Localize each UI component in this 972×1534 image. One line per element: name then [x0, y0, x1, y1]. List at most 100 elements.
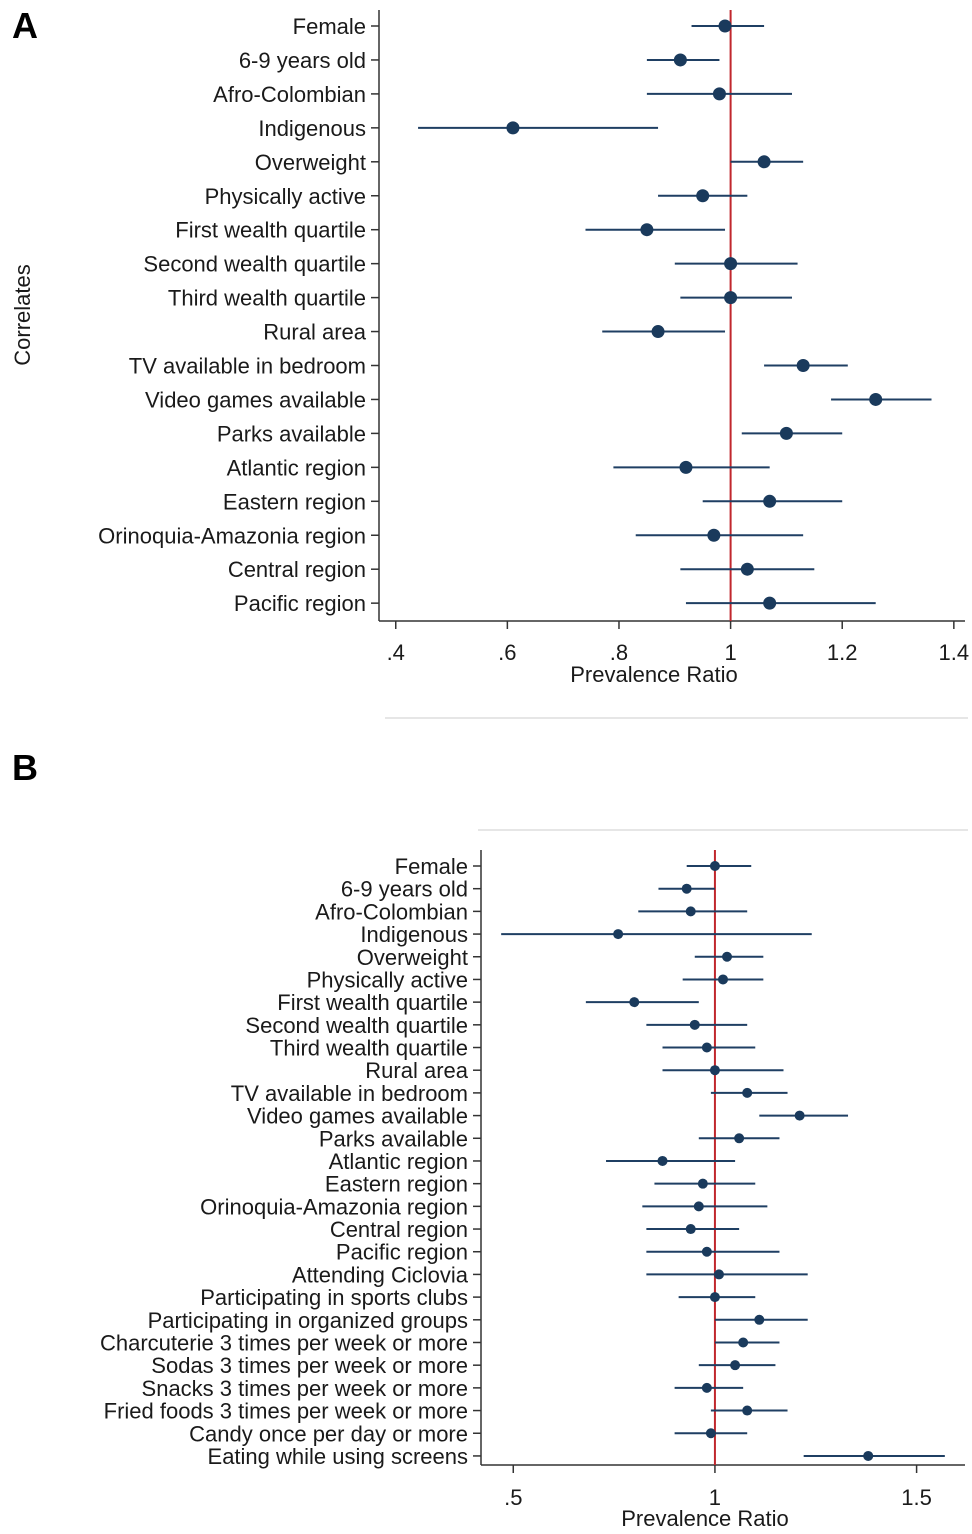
- row-label: Female: [395, 854, 468, 879]
- row-label: Indigenous: [360, 922, 468, 947]
- x-tick-label: .8: [610, 640, 628, 665]
- row-label: Physically active: [205, 184, 366, 209]
- row-label: Overweight: [255, 150, 366, 175]
- x-tick-label: .6: [498, 640, 516, 665]
- row-label: Eastern region: [223, 489, 366, 514]
- x-tick-label: 1.4: [939, 640, 970, 665]
- row-label: Indigenous: [258, 116, 366, 141]
- estimate-point: [697, 1178, 708, 1189]
- x-tick-label: 1.5: [901, 1485, 932, 1510]
- estimate-point: [734, 1133, 745, 1144]
- estimate-point: [701, 1042, 712, 1053]
- estimate-point: [709, 1065, 720, 1076]
- y-axis-title: Correlates: [10, 264, 35, 365]
- estimate-point: [742, 1405, 753, 1416]
- estimate-point: [613, 929, 624, 940]
- estimate-point: [673, 53, 687, 67]
- estimate-point: [640, 223, 654, 237]
- estimate-point: [754, 1314, 765, 1325]
- estimate-point: [863, 1450, 874, 1461]
- row-label: Second wealth quartile: [245, 1013, 468, 1038]
- x-tick-label: 1: [724, 640, 736, 665]
- estimate-point: [779, 426, 793, 440]
- panel-letter-a: A: [12, 5, 38, 46]
- estimate-point: [738, 1337, 749, 1348]
- x-axis-title: Prevalence Ratio: [621, 1506, 789, 1531]
- estimate-point: [709, 861, 720, 871]
- row-label: Central region: [228, 557, 366, 582]
- estimate-point: [724, 291, 738, 305]
- estimate-point: [722, 951, 733, 962]
- row-label: Eastern region: [325, 1172, 468, 1197]
- x-tick-label: .5: [504, 1485, 522, 1510]
- x-tick-label: 1: [709, 1485, 721, 1510]
- row-label: Video games available: [145, 387, 366, 412]
- row-label: Charcuterie 3 times per week or more: [100, 1330, 468, 1355]
- row-label: Afro-Colombian: [315, 899, 468, 924]
- estimate-point: [718, 974, 728, 985]
- estimate-point: [709, 1292, 720, 1303]
- row-label: Third wealth quartile: [168, 286, 366, 311]
- estimate-point: [506, 121, 520, 135]
- estimate-point: [742, 1087, 753, 1098]
- row-label: Orinoquia-Amazonia region: [200, 1194, 468, 1219]
- row-label: Second wealth quartile: [143, 252, 366, 277]
- row-label: Central region: [330, 1217, 468, 1242]
- row-label: Candy once per day or more: [189, 1421, 468, 1446]
- estimate-point: [707, 528, 721, 542]
- estimate-point: [679, 460, 693, 474]
- estimate-point: [705, 1428, 716, 1439]
- estimate-point: [701, 1246, 712, 1257]
- row-label: Video games available: [247, 1104, 468, 1129]
- estimate-point: [740, 562, 754, 576]
- estimate-point: [796, 359, 810, 372]
- estimate-point: [718, 19, 732, 33]
- estimate-point: [651, 325, 665, 339]
- estimate-point: [685, 906, 696, 917]
- estimate-point: [693, 1201, 704, 1212]
- estimate-point: [685, 1224, 696, 1235]
- estimate-point: [712, 87, 726, 101]
- row-label: 6-9 years old: [239, 48, 366, 73]
- row-label: Pacific region: [336, 1240, 468, 1265]
- row-label: Eating while using screens: [208, 1444, 468, 1469]
- row-label: TV available in bedroom: [129, 354, 366, 379]
- row-label: Fried foods 3 times per week or more: [104, 1399, 468, 1424]
- estimate-point: [763, 596, 777, 610]
- row-label: First wealth quartile: [175, 218, 366, 243]
- estimate-point: [869, 392, 883, 406]
- row-label: First wealth quartile: [277, 990, 468, 1015]
- row-label: Snacks 3 times per week or more: [142, 1376, 468, 1401]
- estimate-point: [696, 189, 710, 203]
- row-label: Parks available: [217, 421, 366, 446]
- row-label: Overweight: [357, 945, 468, 970]
- row-label: Female: [293, 14, 366, 39]
- estimate-point: [794, 1110, 805, 1121]
- estimate-point: [701, 1382, 712, 1393]
- row-label: Sodas 3 times per week or more: [151, 1353, 468, 1378]
- row-label: Atlantic region: [227, 455, 366, 480]
- estimate-point: [689, 1019, 700, 1030]
- panel-letter-b: B: [12, 747, 38, 788]
- row-label: Rural area: [365, 1058, 468, 1083]
- row-label: Afro-Colombian: [213, 82, 366, 107]
- row-label: Orinoquia-Amazonia region: [98, 523, 366, 548]
- x-tick-label: 1.2: [827, 640, 858, 665]
- estimate-point: [730, 1360, 741, 1371]
- row-label: Participating in organized groups: [148, 1308, 468, 1333]
- row-label: Pacific region: [234, 591, 366, 616]
- estimate-point: [629, 997, 640, 1008]
- row-label: Physically active: [307, 967, 468, 992]
- panel-a-forest-plot: .4 .6 .8 1 1.2 1.4 Prevalence Ratio Correlates F…: [10, 10, 969, 687]
- row-label: Participating in sports clubs: [200, 1285, 468, 1310]
- x-axis-title: Prevalence Ratio: [570, 662, 738, 687]
- estimate-point: [713, 1269, 724, 1280]
- row-label: 6-9 years old: [341, 877, 468, 902]
- x-tick-label: .4: [387, 640, 405, 665]
- row-label: Atlantic region: [329, 1149, 468, 1174]
- row-label: Parks available: [319, 1126, 468, 1151]
- estimate-point: [757, 155, 771, 169]
- estimate-point: [724, 257, 738, 271]
